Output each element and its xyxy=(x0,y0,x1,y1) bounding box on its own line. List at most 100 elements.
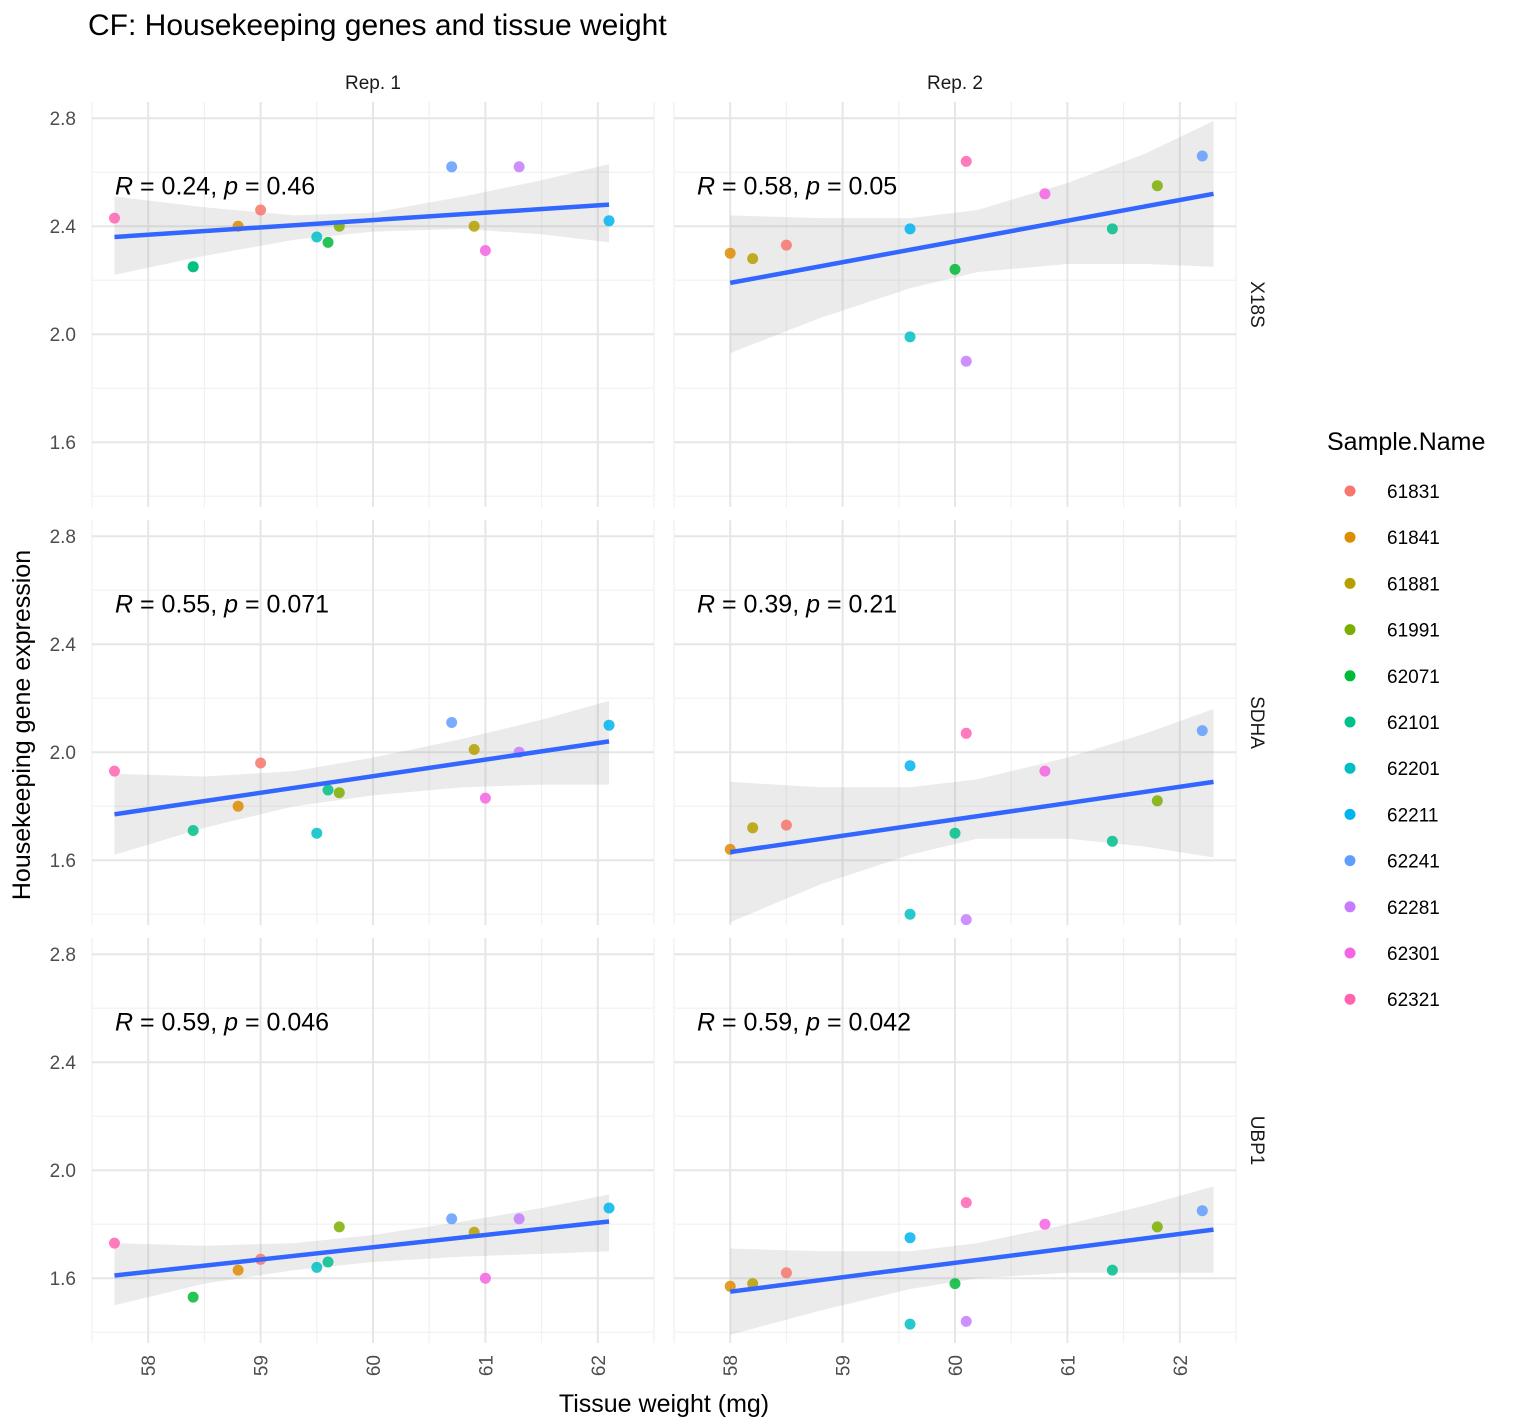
legend-swatch-62281 xyxy=(1344,901,1356,913)
data-point-62301 xyxy=(1039,188,1051,200)
annotation-symbol: p xyxy=(805,591,820,619)
legend-swatch-62301 xyxy=(1344,947,1356,959)
annotation-value: = 0.071 xyxy=(238,591,329,619)
chart-title: CF: Housekeeping genes and tissue weight xyxy=(88,9,667,42)
data-point-62201 xyxy=(904,908,916,920)
data-point-62281 xyxy=(513,161,525,173)
legend-swatch-62321 xyxy=(1344,993,1356,1005)
data-point-62281 xyxy=(513,1213,525,1225)
legend-label-62301: 62301 xyxy=(1387,944,1440,965)
y-tick-label: 2.8 xyxy=(50,945,76,966)
row-strip-label: SDHA xyxy=(1246,696,1267,749)
data-point-62071 xyxy=(322,236,334,248)
data-point-62301 xyxy=(1039,765,1051,777)
data-point-61881 xyxy=(468,744,480,755)
data-point-62211 xyxy=(904,223,916,235)
legend-label-61831: 61831 xyxy=(1387,482,1440,503)
legend-swatch-61831 xyxy=(1344,485,1356,497)
annotation-value: = 0.39, xyxy=(715,591,806,619)
y-tick-label: 2.8 xyxy=(50,527,76,548)
x-tick-label: 58 xyxy=(721,1355,742,1376)
data-point-62101 xyxy=(949,827,961,839)
data-point-62321 xyxy=(108,1237,120,1249)
data-point-62281 xyxy=(960,355,972,367)
y-tick-label: 1.6 xyxy=(50,433,76,454)
correlation-annotation: R = 0.58, p = 0.05 xyxy=(697,173,897,201)
annotation-value: = 0.21 xyxy=(820,591,897,619)
y-tick-label: 2.0 xyxy=(50,325,76,346)
regression-line xyxy=(114,1219,610,1278)
data-point-62281 xyxy=(960,914,972,926)
data-point-62241 xyxy=(1196,725,1208,737)
panel-x18s-rep-1: R = 0.24, p = 0.46 1.6 2.0 2.4 2.8 xyxy=(50,102,655,507)
data-point-61991 xyxy=(333,1221,345,1233)
data-point-62211 xyxy=(603,215,615,227)
annotation-symbol: p xyxy=(223,1009,238,1037)
annotation-symbol: p xyxy=(805,1009,820,1037)
legend-swatch-61841 xyxy=(1344,531,1356,543)
data-point-61841 xyxy=(724,247,736,259)
data-point-62101 xyxy=(187,825,199,836)
data-point-61991 xyxy=(1151,180,1163,192)
annotation-value: = 0.55, xyxy=(133,591,224,619)
regression-line xyxy=(729,779,1214,855)
data-point-62101 xyxy=(1106,223,1118,235)
data-point-62201 xyxy=(311,231,323,243)
panel-ubp1-rep-2: R = 0.59, p = 0.042 58 59 60 61 62 xyxy=(673,938,1237,1376)
data-point-62321 xyxy=(108,765,120,777)
annotation-symbol: R xyxy=(115,173,133,201)
x-tick-label: 58 xyxy=(139,1355,160,1376)
data-point-62101 xyxy=(1106,835,1118,847)
data-point-62101 xyxy=(1106,1264,1118,1276)
annotation-symbol: R xyxy=(697,591,715,619)
data-point-61991 xyxy=(333,787,345,799)
legend-label-62211: 62211 xyxy=(1387,805,1438,826)
column-strip-label: Rep. 2 xyxy=(927,73,983,94)
panel-ubp1-rep-1: R = 0.59, p = 0.046 1.6 2.0 2.4 2.8 58 59 60 61 6… xyxy=(50,938,655,1376)
data-point-62201 xyxy=(904,1318,916,1330)
y-tick-label: 2.8 xyxy=(50,109,76,130)
data-point-61881 xyxy=(747,253,759,265)
data-point-62071 xyxy=(949,263,961,275)
annotation-symbol: p xyxy=(223,591,238,619)
data-point-62321 xyxy=(960,155,972,167)
y-tick-label: 1.6 xyxy=(50,1269,76,1290)
annotation-symbol: R xyxy=(697,173,715,201)
legend-label-62071: 62071 xyxy=(1387,667,1440,688)
annotation-symbol: R xyxy=(697,1009,715,1037)
data-point-61881 xyxy=(468,220,480,232)
legend-swatch-62201 xyxy=(1344,762,1356,774)
x-tick-label: 61 xyxy=(1058,1355,1079,1376)
data-point-61841 xyxy=(232,1264,244,1276)
data-point-61841 xyxy=(724,1280,736,1292)
regression-line xyxy=(114,739,610,817)
data-point-62301 xyxy=(1039,1218,1051,1230)
panel-sdha-rep-1: R = 0.55, p = 0.071 1.6 2.0 2.4 2.8 xyxy=(50,520,655,925)
data-point-61831 xyxy=(780,819,792,831)
annotation-value: = 0.59, xyxy=(715,1009,806,1037)
y-tick-label: 1.6 xyxy=(50,851,76,872)
x-tick-label: 60 xyxy=(946,1355,967,1376)
y-axis-title: Housekeeping gene expression xyxy=(8,550,36,900)
legend-label-61841: 61841 xyxy=(1387,528,1440,549)
data-point-62321 xyxy=(960,727,972,739)
legend-label-61991: 61991 xyxy=(1387,621,1440,642)
annotation-value: = 0.042 xyxy=(820,1009,911,1037)
data-point-62101 xyxy=(322,784,334,796)
legend-label-62281: 62281 xyxy=(1387,898,1440,919)
data-point-62101 xyxy=(322,1256,334,1268)
data-point-61831 xyxy=(255,757,267,769)
data-point-61991 xyxy=(1151,795,1163,807)
legend-swatch-62241 xyxy=(1344,855,1356,867)
x-axis-title: Tissue weight (mg) xyxy=(559,1390,769,1418)
x-tick-label: 59 xyxy=(834,1355,855,1376)
row-strip-label: X18S xyxy=(1246,281,1267,327)
legend-swatch-62211 xyxy=(1344,808,1356,820)
correlation-annotation: R = 0.39, p = 0.21 xyxy=(697,591,897,619)
data-point-62301 xyxy=(479,1272,491,1284)
annotation-symbol: R xyxy=(115,591,133,619)
data-point-62241 xyxy=(446,1213,458,1225)
data-point-62211 xyxy=(603,1202,615,1214)
y-tick-label: 2.4 xyxy=(50,1053,77,1074)
